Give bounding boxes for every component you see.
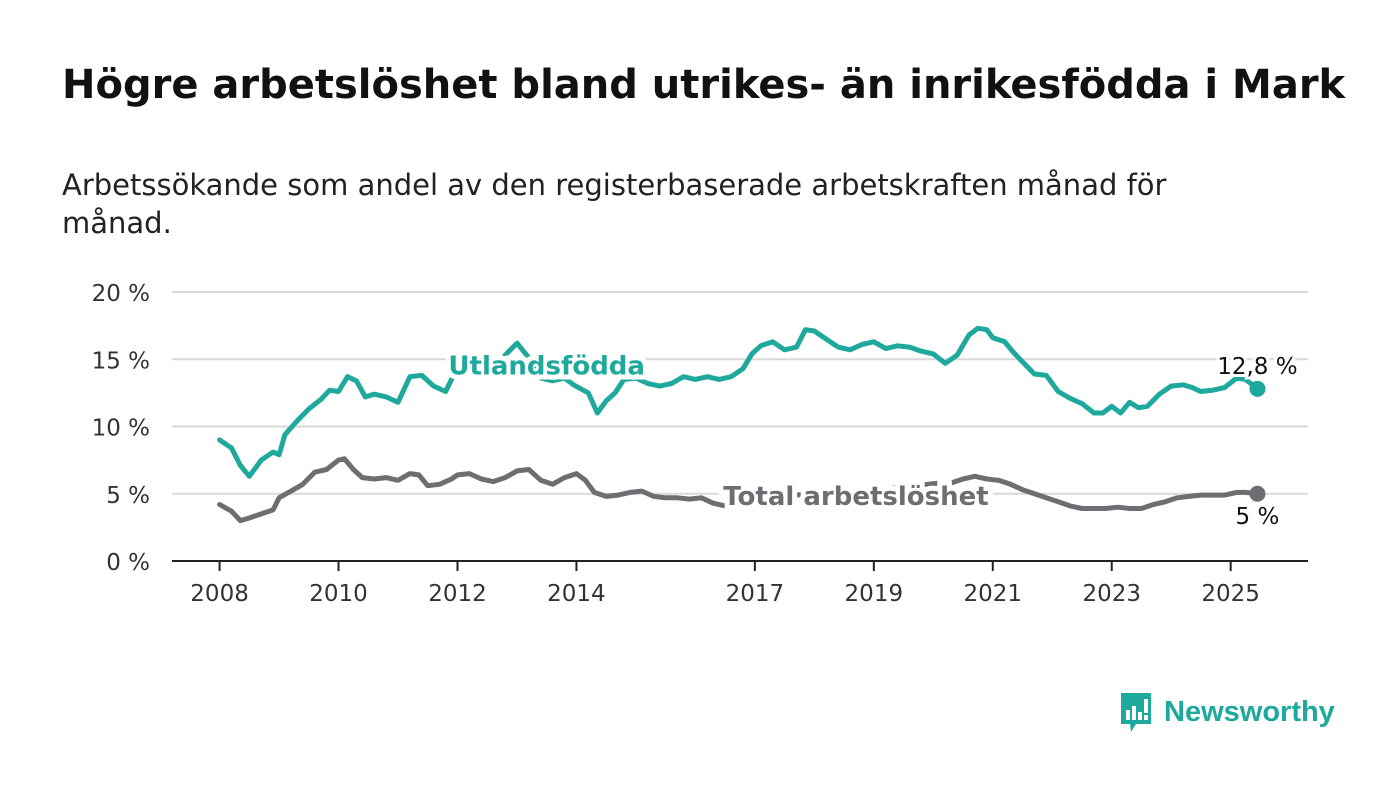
series-labels: 12,8 % 5 % Utlandsfödda Total arbetslöshet bbox=[443, 347, 1300, 533]
series-line-0 bbox=[217, 325, 1260, 479]
chart-title: Högre arbetslöshet bland utrikes- än inr… bbox=[62, 62, 1346, 108]
series-inline-label-0: Utlandsfödda bbox=[448, 352, 645, 382]
y-tick-label: 10 % bbox=[92, 416, 150, 442]
chart-subtitle: Arbetssökande som andel av den registerb… bbox=[62, 168, 1167, 240]
series-end-label-0: 12,8 % bbox=[1217, 354, 1297, 380]
series-end-point-1 bbox=[1249, 485, 1266, 502]
series-line-1 bbox=[217, 456, 1260, 524]
y-tick-label: 20 % bbox=[92, 281, 150, 307]
series-end-label-1: 5 % bbox=[1236, 504, 1280, 530]
y-tick-label: 5 % bbox=[106, 483, 150, 509]
y-tick-label: 15 % bbox=[92, 348, 150, 374]
series-end-point-0 bbox=[1249, 380, 1266, 397]
x-tick-label: 2023 bbox=[1082, 581, 1141, 607]
brand-logo: Newsworthy bbox=[1118, 690, 1335, 734]
x-tick-label: 2019 bbox=[845, 581, 904, 607]
x-tick-label: 2017 bbox=[726, 581, 785, 607]
series-lines bbox=[217, 325, 1266, 524]
axes: 0 % 5 % 10 % 15 % 20 % 2008 2010 2012 2014 2017 20… bbox=[92, 281, 1308, 607]
x-tick-label: 2008 bbox=[190, 581, 249, 607]
newsworthy-logo-icon bbox=[1121, 693, 1151, 732]
x-tick-label: 2010 bbox=[309, 581, 368, 607]
grid-lines bbox=[172, 291, 1308, 495]
y-tick-label: 0 % bbox=[106, 550, 150, 576]
series-inline-label-1: Total arbetslöshet bbox=[723, 482, 988, 512]
x-tick-label: 2025 bbox=[1201, 581, 1260, 607]
x-tick-label: 2014 bbox=[547, 581, 606, 607]
x-tick-label: 2021 bbox=[964, 581, 1023, 607]
brand-name: Newsworthy bbox=[1164, 695, 1335, 728]
x-tick-label: 2012 bbox=[428, 581, 487, 607]
